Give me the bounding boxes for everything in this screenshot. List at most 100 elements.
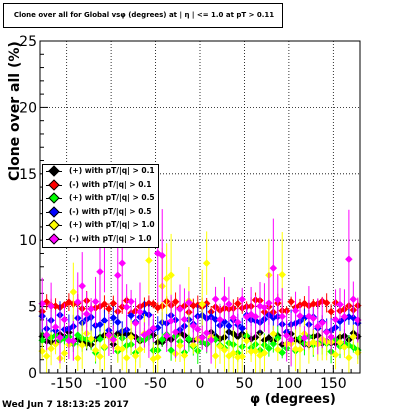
data-point: [189, 341, 198, 349]
data-point: [122, 354, 131, 362]
data-point: [233, 318, 242, 326]
legend-label: (+) with pT/|q| > 0.1: [69, 166, 155, 175]
data-point: [60, 349, 69, 358]
y-tick-label: 20: [19, 100, 37, 116]
x-tick-label: 50: [236, 376, 254, 392]
data-point: [78, 341, 87, 349]
data-point: [251, 347, 260, 356]
data-point: [282, 331, 291, 340]
data-point: [113, 271, 122, 280]
data-point: [251, 312, 260, 321]
data-point: [265, 344, 273, 353]
data-point: [345, 255, 353, 264]
data-point: [269, 340, 278, 348]
x-axis-label: φ (degrees): [250, 392, 336, 407]
x-tick-label: 150: [320, 376, 347, 392]
data-point: [198, 300, 207, 309]
data-point: [47, 344, 55, 353]
y-tick-label: 0: [28, 366, 37, 382]
data-point: [273, 345, 282, 354]
data-point: [322, 328, 331, 337]
data-point: [278, 270, 287, 279]
data-point: [109, 335, 118, 344]
y-tick-label: 5: [28, 300, 37, 316]
x-tick-label: 100: [276, 376, 303, 392]
data-point: [287, 335, 295, 344]
x-tick-label: -150: [51, 376, 83, 392]
data-point: [136, 308, 144, 316]
data-point: [176, 305, 184, 314]
data-point: [122, 303, 131, 312]
legend-entry: (+) with pT/|q| > 0.5: [43, 192, 158, 206]
data-point: [91, 297, 100, 306]
data-point: [340, 312, 349, 321]
legend-label: (-) with pT/|q| > 0.5: [69, 206, 152, 216]
data-point: [162, 331, 171, 340]
data-point: [318, 318, 327, 327]
data-point: [238, 295, 247, 304]
data-point: [127, 333, 135, 342]
data-point: [47, 302, 55, 311]
data-point: [167, 317, 175, 325]
plot-title: Clone over all for Global vsφ (degrees) …: [13, 11, 275, 19]
data-point: [87, 305, 95, 313]
data-point: [296, 345, 304, 354]
data-point: [158, 335, 167, 344]
legend-label: (+) with pT/|q| > 0.5: [69, 193, 155, 202]
data-point: [278, 312, 287, 321]
data-point: [149, 324, 158, 333]
data-point: [193, 325, 202, 334]
legend-marker-icon: [48, 165, 60, 177]
data-point: [118, 259, 127, 267]
data-point: [322, 299, 331, 307]
data-point: [167, 346, 175, 355]
y-tick-label: 25: [19, 34, 37, 50]
data-point: [273, 295, 282, 304]
data-point: [225, 322, 233, 330]
legend-marker-icon: [48, 205, 60, 218]
data-point: [42, 352, 51, 360]
data-point: [100, 342, 109, 351]
data-point: [118, 345, 127, 353]
data-point: [109, 313, 118, 322]
data-point: [331, 315, 340, 324]
data-point: [100, 300, 109, 309]
data-point: [336, 300, 344, 309]
data-point: [202, 329, 211, 337]
legend-marker-icon: [48, 219, 60, 231]
x-tick-label: 0: [196, 376, 205, 392]
data-point: [96, 320, 104, 329]
data-point: [176, 341, 184, 350]
data-point: [78, 282, 87, 290]
data-point: [131, 319, 140, 328]
y-axis-label: Clone over all (%): [7, 41, 23, 181]
data-point: [300, 334, 309, 342]
legend-marker-icon: [48, 192, 60, 204]
data-point: [189, 322, 198, 330]
data-point: [336, 338, 344, 347]
data-point: [73, 298, 82, 306]
legend-marker-icon: [48, 178, 60, 191]
data-point: [185, 335, 193, 344]
data-point: [113, 318, 122, 326]
data-point: [180, 315, 189, 324]
data-point: [202, 259, 211, 268]
data-point: [349, 295, 358, 304]
data-point: [211, 352, 220, 360]
data-point: [296, 312, 304, 320]
legend-entry: (-) with pT/|q| > 0.5: [43, 205, 158, 220]
data-point: [260, 303, 269, 312]
legend-label: (-) with pT/|q| > 0.1: [69, 179, 152, 189]
data-point: [171, 297, 180, 306]
plot-title-box: Clone over all for Global vsφ (degrees) …: [3, 3, 283, 28]
data-point: [278, 348, 287, 357]
data-point: [327, 307, 335, 316]
x-tick-label: -100: [95, 376, 127, 392]
timestamp: Wed Jun 7 18:13:25 2017: [2, 400, 129, 410]
data-point: [105, 331, 113, 339]
data-point: [229, 349, 238, 358]
data-point: [69, 288, 78, 296]
data-point: [91, 346, 100, 355]
data-point: [149, 300, 158, 308]
y-tick-label: 10: [19, 233, 37, 249]
